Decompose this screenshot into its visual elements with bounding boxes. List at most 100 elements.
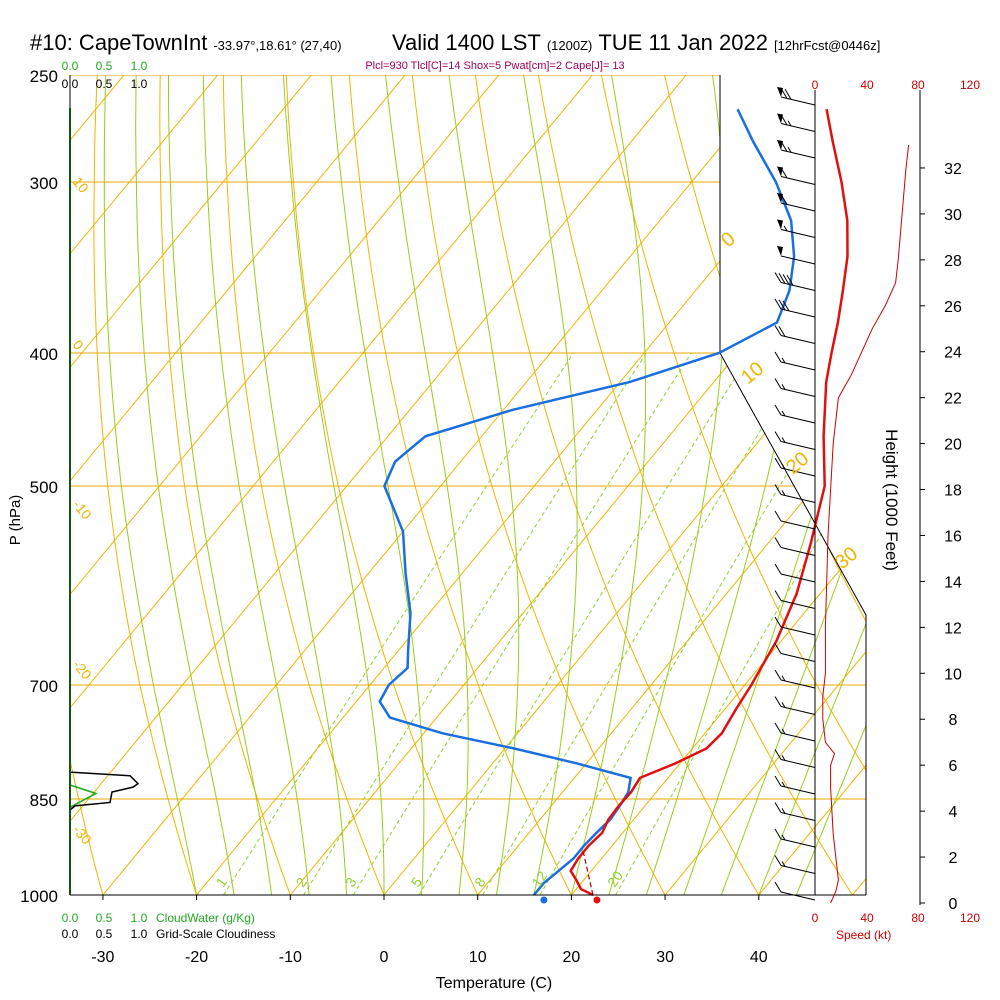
wind-barb-flag [777, 87, 783, 97]
moist-adiabat [281, 75, 385, 895]
speed-tick-bottom: 40 [860, 911, 874, 925]
wind-barb-shaft [780, 759, 816, 768]
height-tick-label: 24 [944, 345, 962, 362]
wind-barb-full [778, 326, 786, 337]
dry-adiabat [222, 75, 397, 895]
speed-tick-bottom: 0 [812, 911, 819, 925]
dry-adiabat [93, 75, 207, 895]
mixing-ratio-line [418, 352, 751, 895]
height-tick-label: 28 [944, 253, 962, 270]
wind-barb-shaft [780, 865, 816, 874]
wind-barb [774, 881, 816, 901]
wind-barb-half [781, 357, 786, 364]
moist-adiabat-label: 10 [737, 358, 768, 389]
isotherm [70, 75, 238, 895]
cloudiness-label: Grid-Scale Cloudiness [156, 927, 275, 941]
isotherm [78, 75, 801, 895]
wind-barb-full [774, 669, 782, 681]
wind-barb-shaft [780, 255, 816, 265]
forecast-date: TUE 11 Jan 2022 [598, 30, 768, 55]
mixing-ratio-label: 20 [604, 868, 626, 890]
wind-barb [774, 351, 816, 371]
height-tick-label: 18 [944, 483, 962, 500]
height-tick-label: 30 [944, 207, 962, 224]
wind-barb [774, 272, 816, 291]
wind-barb-half [781, 834, 786, 841]
wind-barb-shaft [780, 626, 816, 636]
wind-barb [774, 325, 816, 344]
wind-barb-half [781, 490, 786, 496]
valid-time: Valid 1400 LST [392, 30, 541, 55]
x-tick-label: 20 [563, 949, 581, 966]
wind-barb [777, 219, 816, 238]
wind-barb [777, 246, 816, 265]
wind-barb-half [787, 147, 792, 153]
height-tick-label: 12 [944, 620, 962, 637]
isotherm [640, 75, 866, 895]
wind-barb-full [774, 378, 782, 389]
pressure-label: 250 [30, 67, 58, 86]
wind-barb-shaft [780, 812, 816, 821]
wind-barb-half [781, 675, 786, 682]
mixing-ratio-label: 12 [528, 868, 550, 890]
dry-adiabat [347, 75, 587, 895]
dewpoint-line [378, 108, 796, 896]
pressure-label: 500 [30, 478, 58, 497]
dry-adiabat-label: 10 [70, 174, 92, 196]
x-tick-label: -20 [185, 949, 208, 966]
wind-barb-shaft [780, 388, 816, 397]
wind-barb [774, 404, 816, 424]
sounding-params: Plcl=930 Tlcl[C]=14 Shox=5 Pwat[cm]=2 Ca… [365, 60, 624, 72]
x-axis-label: Temperature (C) [436, 975, 552, 992]
wind-barb-half [783, 225, 788, 232]
wind-barb-shaft [780, 441, 816, 450]
height-tick-label: 20 [944, 437, 962, 454]
y-axis-label: P (hPa) [7, 495, 24, 546]
dry-adiabat [159, 75, 302, 895]
wind-barb-full [780, 114, 788, 126]
station-coords: -33.97°,18.61° (27,40) [213, 38, 341, 53]
wind-barb-full [782, 274, 790, 285]
isotherm [734, 75, 866, 895]
wind-barb-full [780, 194, 788, 205]
dry-adiabat-label: -20 [70, 657, 95, 683]
moist-adiabat [683, 75, 866, 895]
speed-tick-bottom: 120 [960, 911, 980, 925]
wind-barb-shaft [780, 96, 816, 106]
cloudwater-scale-top: 0.5 [96, 59, 113, 73]
wind-barb [774, 298, 816, 318]
cloudiness-profile [69, 771, 140, 811]
wind-barb-shaft [780, 308, 816, 318]
cloudiness-scale-top: 0.5 [96, 77, 113, 91]
wind-barb-full [774, 616, 782, 628]
pressure-label: 400 [30, 345, 58, 364]
wind-barb [774, 590, 816, 609]
isotherm [70, 75, 707, 895]
isotherm [70, 75, 426, 895]
isotherm [828, 75, 866, 895]
wind-barb-full [774, 404, 782, 416]
pressure-label: 850 [30, 791, 58, 810]
wind-barb-full [774, 775, 782, 787]
moist-adiabat [570, 75, 647, 895]
temperature-line [569, 108, 849, 897]
dry-adiabat-label: -30 [70, 822, 95, 848]
wind-barb [774, 563, 816, 583]
speed-label: Speed (kt) [836, 928, 891, 942]
height-tick-label: 14 [944, 574, 962, 591]
wind-barb [774, 828, 816, 848]
height-tick-label: 32 [944, 161, 962, 178]
speed-tick-top: 80 [911, 78, 925, 92]
wind-barb-shaft [780, 414, 816, 424]
wind-barb-full [774, 881, 782, 893]
wind-barb-shaft [780, 149, 816, 159]
moist-adiabat-label: 30 [831, 543, 862, 574]
x-tick-label: 0 [380, 949, 389, 966]
wind-barb-full [782, 300, 790, 312]
wind-barb-full [774, 802, 782, 813]
wind-barb [774, 431, 816, 450]
moist-adiabat [608, 75, 727, 895]
wind-barb-full [786, 275, 794, 286]
